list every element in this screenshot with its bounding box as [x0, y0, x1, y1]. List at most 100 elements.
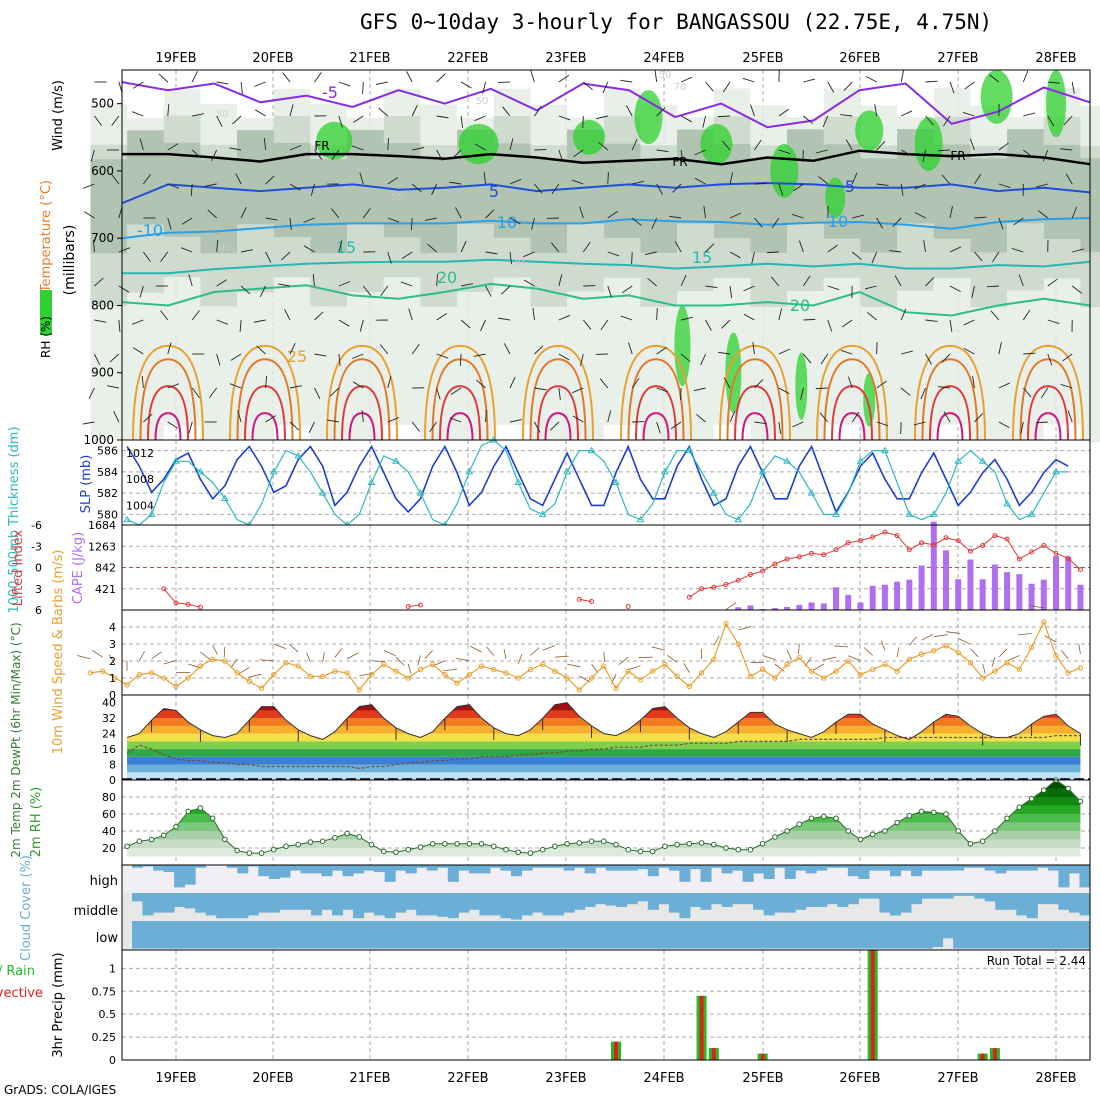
cloud-low-cell [290, 921, 301, 949]
cloud-cell [321, 865, 332, 876]
bottom-date-label: 27FEB [937, 1071, 978, 1086]
cloud-cell [869, 865, 880, 871]
cape-tick-label: 842 [95, 562, 116, 575]
temp-tick-label: 8 [109, 759, 116, 772]
wind-barb [767, 252, 779, 253]
cloud-cell [395, 865, 406, 871]
rh-point [663, 844, 668, 849]
cloud-cell [722, 865, 733, 873]
cloud-cell [1048, 865, 1059, 871]
cloud-cell [511, 893, 522, 920]
contour-label: 50 [476, 96, 489, 107]
cloud-cell [574, 893, 585, 910]
cloud-cell [985, 893, 996, 901]
temp-band [122, 757, 1090, 765]
cloud-low-cell [195, 921, 206, 949]
rh-point [345, 831, 350, 836]
cloud-low-cell [279, 921, 290, 949]
cloud-cell [869, 893, 880, 899]
cloud-cell [974, 893, 985, 899]
rh-high-patch [795, 353, 807, 420]
cloud-low-cell [300, 921, 311, 949]
rh-point [980, 839, 985, 844]
cloud-cell [806, 893, 817, 907]
rh-point [504, 847, 509, 852]
cloud-low-cell [816, 921, 827, 949]
precip-tick-label: 0.5 [99, 1008, 117, 1021]
cloud-low-cell [311, 921, 322, 949]
cloud-low-cell [901, 921, 912, 949]
cloud-cell [943, 865, 954, 871]
cloud-cell [848, 893, 859, 904]
cloud-cell [690, 893, 701, 907]
rh-axis-label: RH (%) [39, 316, 53, 358]
wind-barb [718, 116, 730, 117]
thickness-tick-label: 584 [97, 466, 118, 479]
wind-barb [816, 388, 828, 389]
rh-point [198, 806, 203, 811]
cloud-low-cell [616, 921, 627, 949]
cloud-cell [879, 865, 890, 871]
rh-point [320, 839, 325, 844]
cape-bar [1004, 572, 1010, 610]
bottom-date-label: 28FEB [1035, 1071, 1076, 1086]
rh-point [284, 844, 289, 849]
top-date-label: 28FEB [1035, 51, 1076, 66]
cloud-cell [606, 893, 617, 906]
cloud-cell [437, 893, 448, 917]
cloud-cell [385, 865, 396, 882]
cloud-cell [522, 893, 533, 915]
cloud-cell [564, 893, 575, 913]
cloud-low-cell [1069, 921, 1080, 949]
cloud-low-cell [353, 921, 364, 949]
rh-point [919, 809, 924, 814]
chart-title: GFS 0~10day 3-hourly for BANGASSOU (22.7… [360, 10, 992, 34]
cloud-cell [816, 893, 827, 907]
cloud-low-cell [385, 921, 396, 949]
cloud-cell [795, 865, 806, 871]
contour-label: 5 [489, 182, 499, 201]
cloud-low-cell [785, 921, 796, 949]
cloud-low-cell [985, 921, 996, 949]
cloud-cell [722, 893, 733, 907]
rh-high-patch [855, 110, 883, 150]
cape-bar [1016, 574, 1022, 610]
cloud-cell [637, 865, 648, 869]
rh-point [846, 829, 851, 834]
cloud-low-cell [522, 921, 533, 949]
cloud-cell [427, 865, 438, 871]
contour-label: 50 [659, 70, 672, 81]
cloud-cell [785, 865, 796, 879]
cape-bar [747, 605, 753, 610]
rh-point [1005, 816, 1010, 821]
cloud-cell [332, 865, 343, 871]
cloud-cell [153, 893, 164, 913]
cloud-cell [743, 865, 754, 882]
cloud-low-cell [879, 921, 890, 949]
cloud-cell [1048, 893, 1059, 904]
rh-tick-label: 40 [102, 825, 116, 838]
rh-point [687, 841, 692, 846]
pressure-tick-label: 600 [91, 164, 114, 178]
rh-high-patch [915, 117, 943, 171]
rh-point [296, 842, 301, 847]
cloud-low-cell [1048, 921, 1059, 949]
rh-point [711, 842, 716, 847]
wind10-tick-label: 1 [109, 672, 116, 685]
rh-point [333, 836, 338, 841]
cloud-cell [374, 865, 385, 872]
cloud-cell [627, 893, 638, 904]
cloud-cell [374, 893, 385, 915]
cloud-cell [321, 893, 332, 910]
cloud-cell [679, 865, 690, 882]
cloud-low-cell [974, 921, 985, 949]
precip-tick-label: 0 [109, 1054, 116, 1067]
cloud-low-cell [437, 921, 448, 949]
cloud-low-cell [848, 921, 859, 949]
cloud-cell [448, 865, 459, 882]
cloud-low-cell [637, 921, 648, 949]
thickness-tick-label: 582 [97, 487, 118, 500]
cloud-cell [806, 865, 817, 873]
rh-point [455, 841, 460, 846]
cloud-cell [300, 893, 311, 910]
